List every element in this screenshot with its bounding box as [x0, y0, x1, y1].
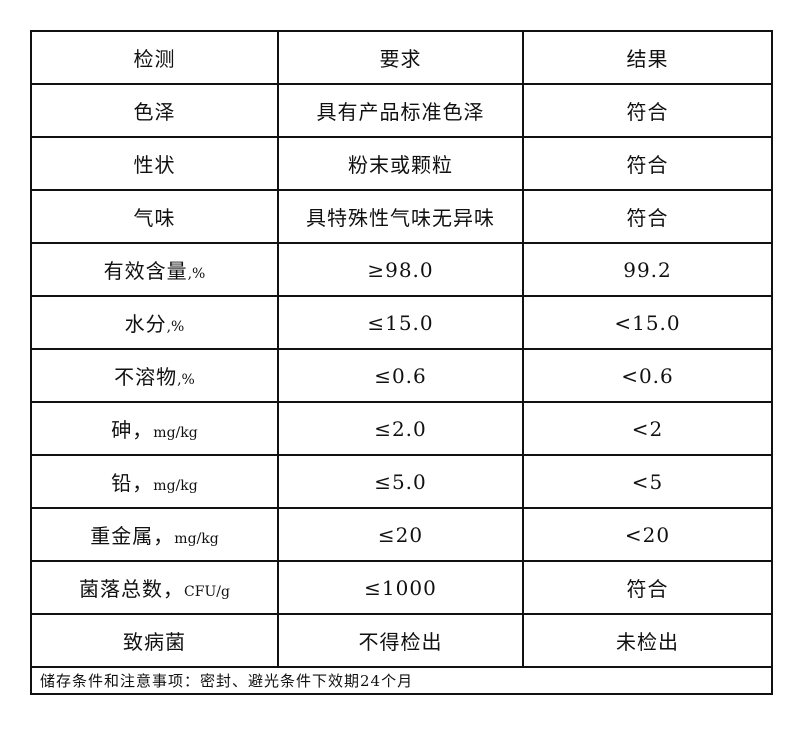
item-cell: 菌落总数，CFU/g	[30, 560, 279, 615]
requirement-cell: ≤20	[277, 507, 524, 562]
item-unit: mg/kg	[153, 425, 198, 441]
item-cell: 重金属，mg/kg	[30, 507, 279, 562]
header-row: 检测 要求 结果	[30, 30, 773, 85]
header-requirement: 要求	[277, 30, 524, 85]
requirement-cell: ≤0.6	[277, 348, 524, 403]
result-cell: <5	[522, 454, 773, 509]
table-row: 气味 具特殊性气味无异味 符合	[30, 189, 773, 244]
table-row: 重金属，mg/kg ≤20 <20	[30, 507, 773, 562]
item-unit: ,%	[166, 319, 185, 335]
item-unit: CFU/g	[184, 584, 230, 600]
item-label: 菌落总数，	[79, 577, 185, 601]
storage-note: 储存条件和注意事项：密封、避光条件下效期24个月	[30, 666, 773, 695]
inspection-table: 检测 要求 结果 色泽 具有产品标准色泽 符合 性状 粉末或颗粒 符合 气味 具特殊性气味无异…	[30, 30, 773, 695]
result-cell: <2	[522, 401, 773, 456]
result-cell: 符合	[522, 136, 773, 191]
requirement-cell: 粉末或颗粒	[277, 136, 524, 191]
header-item: 检测	[30, 30, 279, 85]
table-row: 菌落总数，CFU/g ≤1000 符合	[30, 560, 773, 615]
item-label: 砷，	[111, 418, 154, 442]
item-cell: 不溶物,%	[30, 348, 279, 403]
item-cell: 铅，mg/kg	[30, 454, 279, 509]
item-label: 气味	[133, 206, 176, 230]
item-cell: 水分,%	[30, 295, 279, 350]
item-unit: mg/kg	[174, 531, 219, 547]
item-label: 重金属，	[90, 524, 175, 548]
requirement-cell: 具有产品标准色泽	[277, 83, 524, 138]
requirement-cell: 不得检出	[277, 613, 524, 668]
table-row: 致病菌 不得检出 未检出	[30, 613, 773, 668]
result-cell: 99.2	[522, 242, 773, 297]
table-row: 水分,% ≤15.0 <15.0	[30, 295, 773, 350]
table-row: 铅，mg/kg ≤5.0 <5	[30, 454, 773, 509]
item-cell: 有效含量,%	[30, 242, 279, 297]
item-cell: 性状	[30, 136, 279, 191]
item-cell: 致病菌	[30, 613, 279, 668]
item-cell: 砷，mg/kg	[30, 401, 279, 456]
result-cell: <0.6	[522, 348, 773, 403]
result-cell: 符合	[522, 189, 773, 244]
item-label: 有效含量	[103, 259, 188, 283]
header-result: 结果	[522, 30, 773, 85]
requirement-cell: ≤15.0	[277, 295, 524, 350]
requirement-cell: ≤1000	[277, 560, 524, 615]
result-cell: <15.0	[522, 295, 773, 350]
item-unit: mg/kg	[153, 478, 198, 494]
table-row: 性状 粉末或颗粒 符合	[30, 136, 773, 191]
item-unit: ,%	[187, 266, 206, 282]
result-cell: <20	[522, 507, 773, 562]
result-cell: 符合	[522, 560, 773, 615]
requirement-cell: 具特殊性气味无异味	[277, 189, 524, 244]
requirement-cell: ≤5.0	[277, 454, 524, 509]
item-label: 性状	[133, 153, 176, 177]
table-row: 色泽 具有产品标准色泽 符合	[30, 83, 773, 138]
item-label: 铅，	[111, 471, 154, 495]
item-cell: 气味	[30, 189, 279, 244]
result-cell: 符合	[522, 83, 773, 138]
result-cell: 未检出	[522, 613, 773, 668]
item-cell: 色泽	[30, 83, 279, 138]
item-label: 水分	[124, 312, 167, 336]
footer-row: 储存条件和注意事项：密封、避光条件下效期24个月	[30, 666, 773, 695]
item-label: 不溶物	[114, 365, 178, 389]
item-label: 致病菌	[123, 630, 186, 654]
item-label: 色泽	[133, 100, 176, 124]
table-row: 砷，mg/kg ≤2.0 <2	[30, 401, 773, 456]
table-row: 不溶物,% ≤0.6 <0.6	[30, 348, 773, 403]
table-row: 有效含量,% ≥98.0 99.2	[30, 242, 773, 297]
requirement-cell: ≤2.0	[277, 401, 524, 456]
item-unit: ,%	[177, 372, 195, 388]
requirement-cell: ≥98.0	[277, 242, 524, 297]
